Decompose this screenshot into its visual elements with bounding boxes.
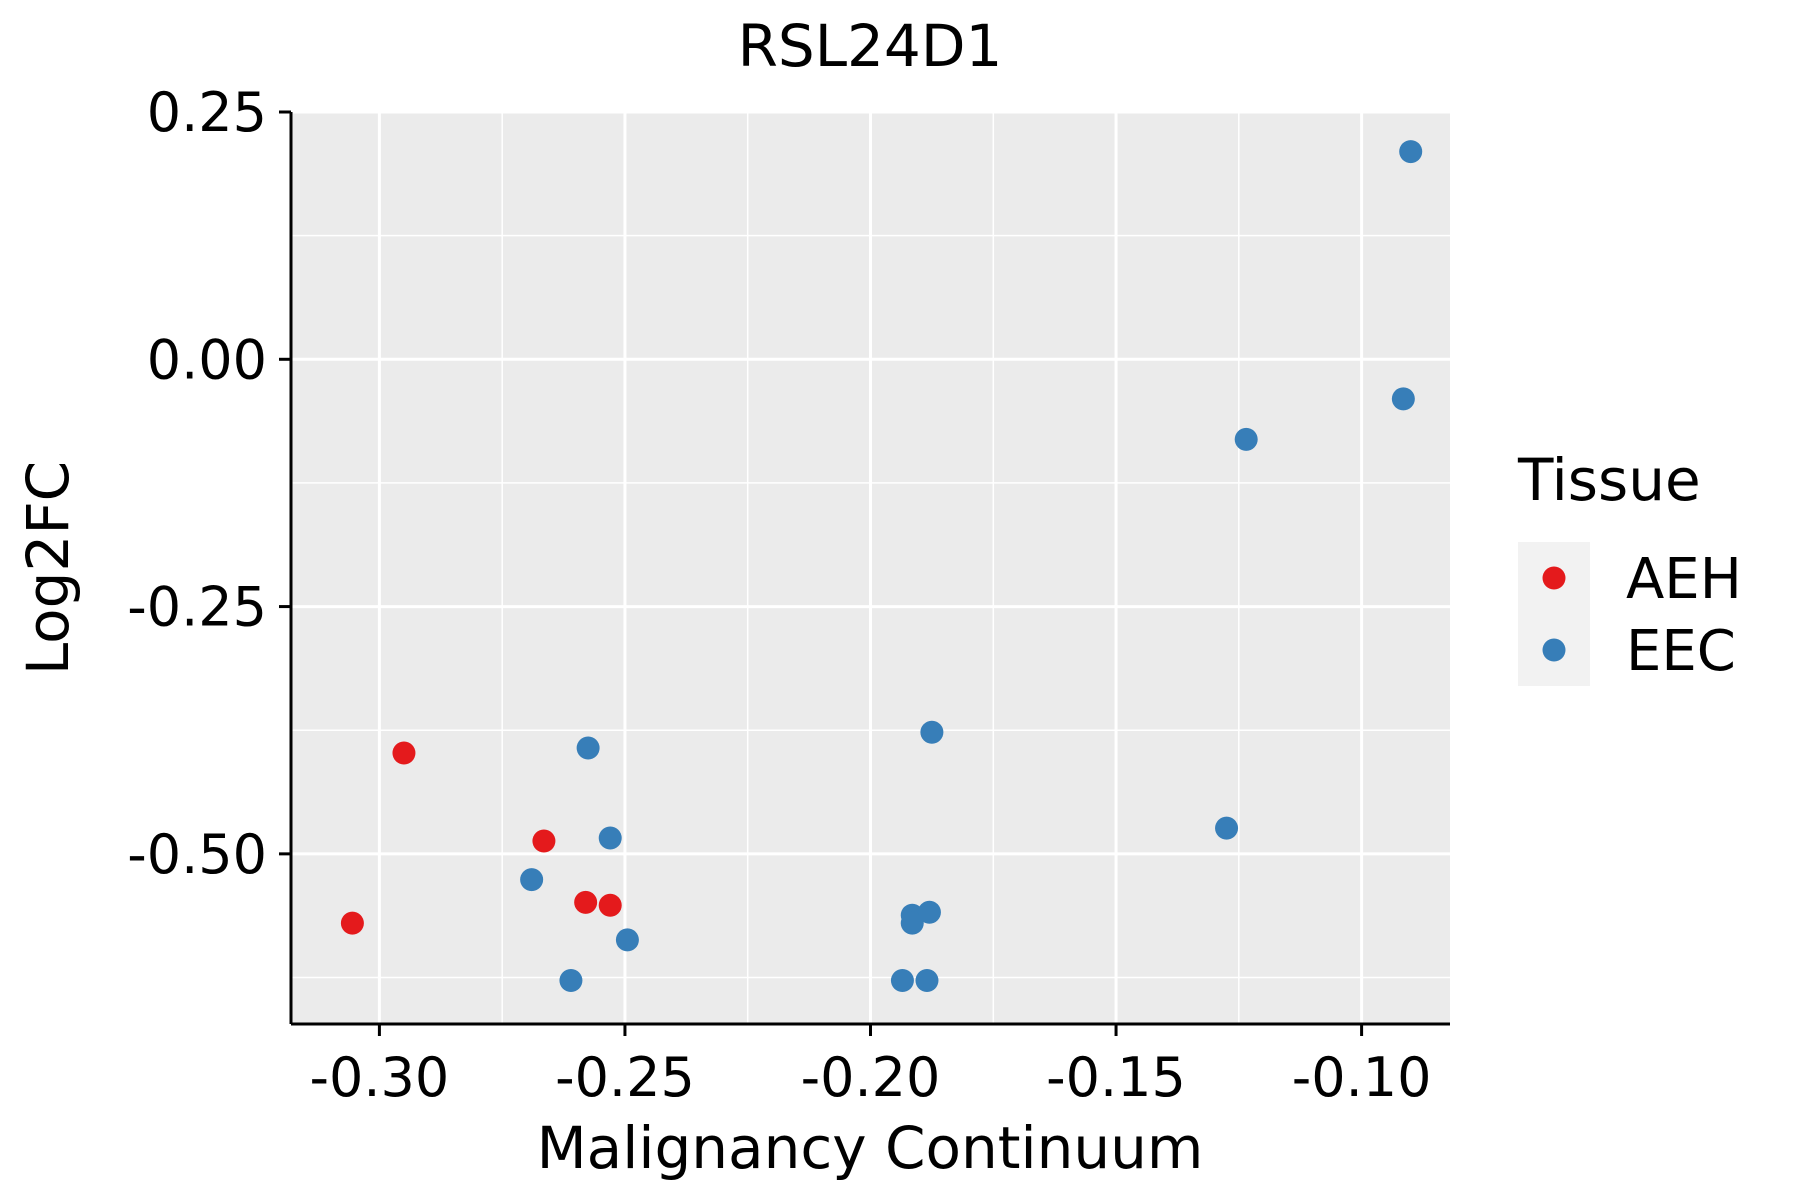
legend-title: Tissue: [1517, 446, 1701, 514]
data-point-eec: [1234, 427, 1258, 451]
data-point-eec: [915, 968, 939, 992]
data-point-aeh: [598, 893, 622, 917]
x-tick-label: -0.15: [1046, 1046, 1186, 1109]
data-point-aeh: [532, 829, 556, 853]
legend-key-background: [1518, 542, 1590, 686]
data-point-eec: [598, 826, 622, 850]
data-point-eec: [520, 868, 544, 892]
x-axis-ticks: -0.30 -0.25 -0.20 -0.15 -0.10: [310, 1024, 1432, 1109]
data-point-eec: [920, 720, 944, 744]
data-point-aeh: [340, 911, 364, 935]
x-tick-label: -0.25: [555, 1046, 695, 1109]
y-tick-label: -0.50: [127, 823, 267, 886]
data-point-eec: [917, 900, 941, 924]
legend-label-aeh: AEH: [1626, 547, 1742, 612]
data-point-eec: [1391, 387, 1415, 411]
major-gridlines: [291, 110, 1450, 1024]
data-point-eec: [615, 928, 639, 952]
legend: Tissue AEH EEC: [1517, 446, 1742, 686]
x-axis-title: Malignancy Continuum: [537, 1114, 1204, 1182]
data-point-eec: [576, 736, 600, 760]
y-tick-label: 0.25: [147, 81, 267, 144]
x-tick-label: -0.10: [1292, 1046, 1432, 1109]
legend-key-eec: [1542, 638, 1566, 662]
y-axis-ticks: 0.25 0.00 -0.25 -0.50: [127, 81, 291, 886]
data-point-eec: [900, 911, 924, 935]
data-point-eec: [1215, 816, 1239, 840]
data-point-eec: [890, 968, 914, 992]
data-points: [340, 140, 1423, 992]
data-point-eec: [559, 968, 583, 992]
y-axis-title: Log2FC: [14, 461, 82, 675]
legend-label-eec: EEC: [1626, 619, 1736, 684]
data-point-eec: [1399, 140, 1423, 164]
data-point-aeh: [574, 890, 598, 914]
y-tick-label: -0.25: [127, 576, 267, 639]
chart-title: RSL24D1: [738, 12, 1003, 80]
data-point-aeh: [392, 741, 416, 765]
y-tick-label: 0.00: [147, 328, 267, 391]
x-tick-label: -0.20: [801, 1046, 941, 1109]
x-tick-label: -0.30: [310, 1046, 450, 1109]
legend-key-aeh: [1542, 566, 1566, 590]
